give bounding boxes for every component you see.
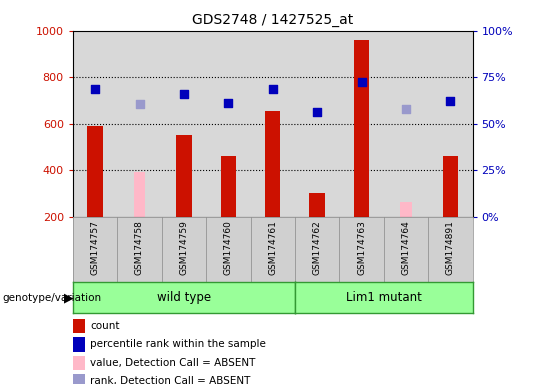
Point bbox=[402, 106, 410, 112]
Text: GSM174763: GSM174763 bbox=[357, 220, 366, 275]
Text: GSM174764: GSM174764 bbox=[401, 220, 410, 275]
Bar bbox=[354, 40, 369, 217]
Point bbox=[446, 98, 455, 104]
Text: GSM174758: GSM174758 bbox=[135, 220, 144, 275]
Point bbox=[91, 86, 99, 92]
Point bbox=[357, 79, 366, 85]
Text: wild type: wild type bbox=[157, 291, 211, 304]
Bar bbox=[220, 156, 236, 217]
Text: GSM174891: GSM174891 bbox=[446, 220, 455, 275]
Bar bbox=[265, 111, 280, 217]
Text: Lim1 mutant: Lim1 mutant bbox=[346, 291, 422, 304]
Text: ▶: ▶ bbox=[64, 291, 73, 304]
Text: GSM174759: GSM174759 bbox=[179, 220, 188, 275]
Text: GSM174757: GSM174757 bbox=[91, 220, 99, 275]
Bar bbox=[400, 202, 411, 217]
Text: GSM174760: GSM174760 bbox=[224, 220, 233, 275]
Text: GSM174762: GSM174762 bbox=[313, 220, 322, 275]
Text: genotype/variation: genotype/variation bbox=[3, 293, 102, 303]
Bar bbox=[87, 126, 103, 217]
Bar bbox=[309, 192, 325, 217]
Point bbox=[180, 91, 188, 97]
Title: GDS2748 / 1427525_at: GDS2748 / 1427525_at bbox=[192, 13, 353, 27]
Bar bbox=[176, 136, 192, 217]
Text: rank, Detection Call = ABSENT: rank, Detection Call = ABSENT bbox=[90, 376, 251, 384]
Point bbox=[135, 101, 144, 107]
Point bbox=[268, 86, 277, 92]
Bar bbox=[134, 172, 145, 217]
Point bbox=[313, 109, 321, 115]
Text: value, Detection Call = ABSENT: value, Detection Call = ABSENT bbox=[90, 358, 255, 368]
Point bbox=[224, 100, 233, 106]
Bar bbox=[443, 156, 458, 217]
Text: percentile rank within the sample: percentile rank within the sample bbox=[90, 339, 266, 349]
Text: GSM174761: GSM174761 bbox=[268, 220, 277, 275]
Text: count: count bbox=[90, 321, 120, 331]
